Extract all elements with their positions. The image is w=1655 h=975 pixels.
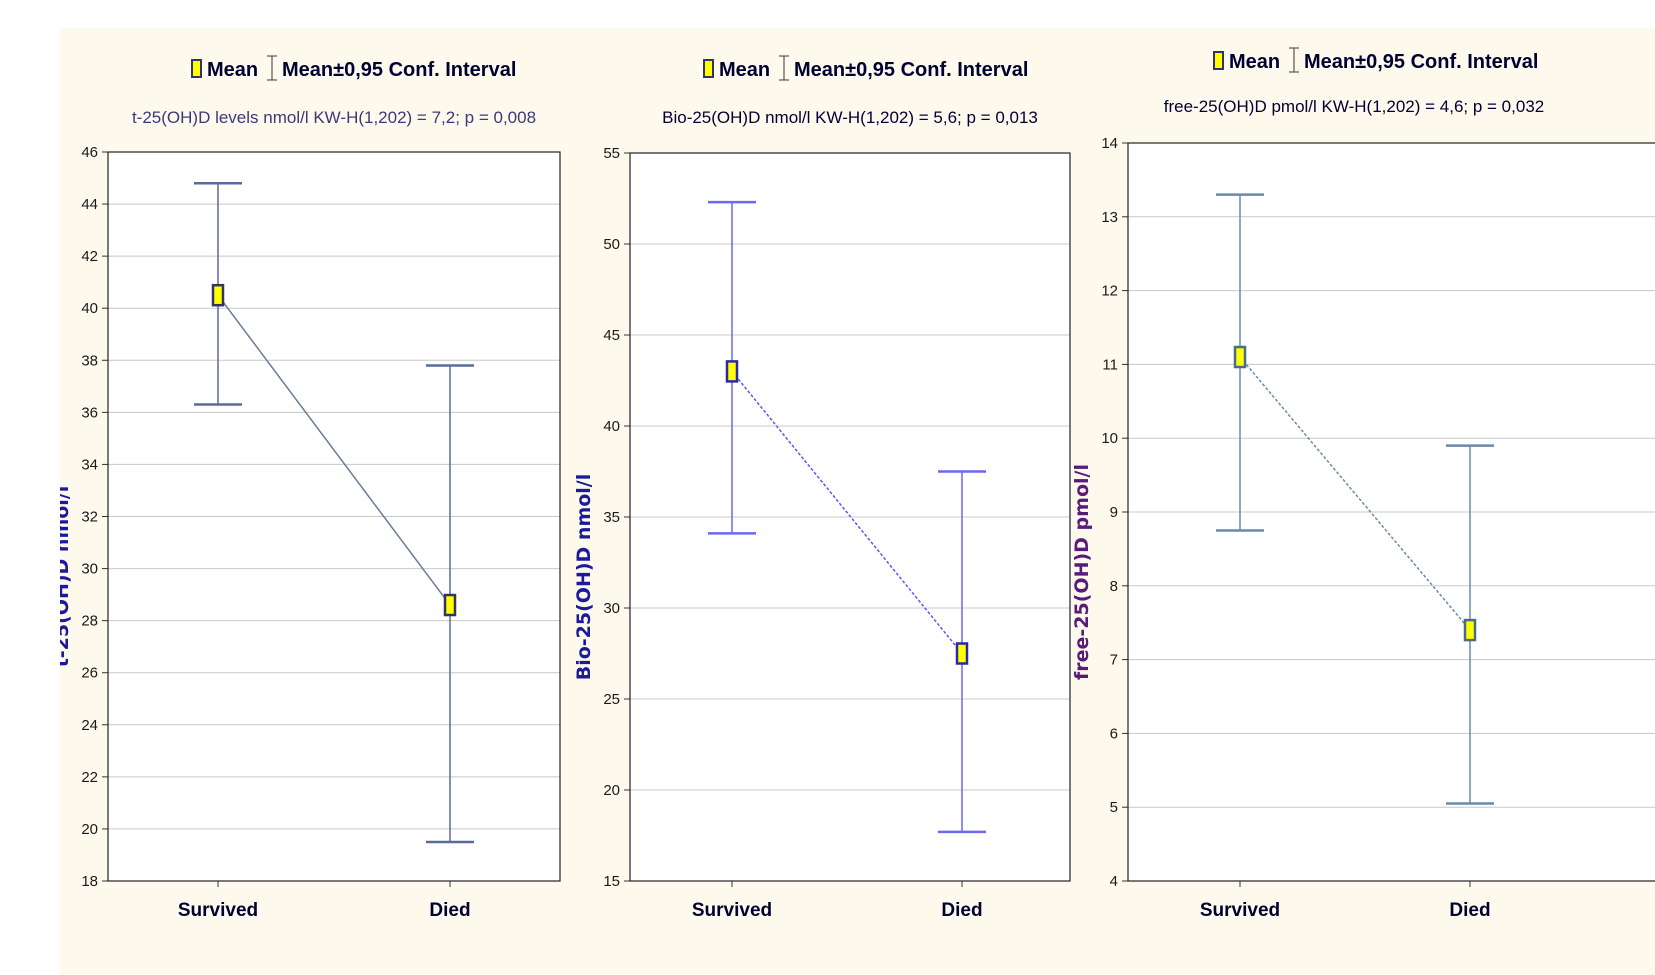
y-tick-label: 15 (603, 873, 620, 890)
chart-subtitle: Bio-25(OH)D nmol/l KW-H(1,202) = 5,6; p … (662, 108, 1038, 127)
y-tick-label: 25 (603, 691, 620, 708)
x-tick-label: Died (429, 900, 470, 921)
y-tick-label: 22 (81, 769, 98, 786)
y-tick-label: 44 (81, 196, 98, 213)
plot-frame (1127, 142, 1655, 882)
y-tick-label: 26 (81, 665, 98, 682)
x-tick-label: Died (941, 900, 982, 921)
mean-marker (1463, 618, 1477, 642)
y-tick-label: 46 (81, 144, 98, 161)
legend-ci-label: Mean±0,95 Conf. Interval (1304, 51, 1538, 73)
y-tick-label: 30 (81, 561, 98, 578)
legend-ci-label: Mean±0,95 Conf. Interval (282, 59, 516, 81)
mean-marker (955, 642, 969, 665)
y-tick-label: 18 (81, 873, 98, 890)
y-tick-label: 5 (1110, 799, 1118, 816)
legend-ci-label: Mean±0,95 Conf. Interval (794, 59, 1028, 81)
y-axis-label: free-25(OH)D pmol/l (1071, 464, 1093, 680)
x-tick-label: Died (1449, 900, 1490, 921)
y-tick-label: 20 (81, 821, 98, 838)
y-tick-label: 30 (603, 600, 620, 617)
y-tick-label: 4 (1110, 873, 1118, 890)
y-tick-label: 40 (603, 418, 620, 435)
y-tick-label: 38 (81, 352, 98, 369)
legend-mean-swatch (191, 59, 202, 78)
y-tick-label: 20 (603, 782, 620, 799)
y-tick-label: 55 (603, 145, 620, 162)
chart-subtitle: t-25(OH)D levels nmol/l KW-H(1,202) = 7,… (132, 108, 536, 127)
y-tick-label: 14 (1101, 135, 1118, 152)
y-tick-label: 42 (81, 248, 98, 265)
y-axis-label: Bio-25(OH)D nmol/l (573, 474, 595, 681)
y-tick-label: 35 (603, 509, 620, 526)
plot-frame (629, 152, 1071, 882)
chart-subtitle: free-25(OH)D pmol/l KW-H(1,202) = 4,6; p… (1164, 97, 1544, 116)
y-tick-label: 12 (1101, 283, 1118, 300)
y-tick-label: 40 (81, 300, 98, 317)
y-tick-label: 9 (1110, 504, 1118, 521)
chart-panel-2: 15 20 25 30 35 40 45 50 55 Survived Died Bio-25(OH)… (573, 55, 1071, 921)
legend-mean-label: Mean (1229, 51, 1280, 73)
y-tick-label: 36 (81, 404, 98, 421)
mean-marker (725, 360, 739, 383)
y-tick-label: 11 (1102, 356, 1118, 373)
x-tick-label: Survived (692, 900, 772, 921)
figure-panel: 18 20 22 24 26 28 30 32 34 36 38 40 42 44 46 Survived Di… (60, 28, 1655, 975)
mean-connector-line (217, 294, 451, 606)
mean-marker (211, 283, 225, 307)
legend-mean-label: Mean (207, 59, 258, 81)
y-tick-label: 45 (603, 327, 620, 344)
plot-frame (107, 151, 561, 882)
y-tick-label: 24 (81, 717, 98, 734)
mean-marker (1233, 345, 1247, 369)
y-tick-label: 28 (81, 613, 98, 630)
y-tick-label: 7 (1110, 652, 1118, 669)
legend-mean-swatch (703, 59, 714, 78)
mean-connector-line (1239, 356, 1471, 631)
y-tick-label: 6 (1110, 725, 1118, 742)
chart-panel-3: 4 5 6 7 8 9 10 11 12 13 14 Survived Died free-25(OH)D… (1071, 47, 1655, 921)
legend-mean-label: Mean (719, 59, 770, 81)
y-tick-label: 50 (603, 236, 620, 253)
y-tick-label: 10 (1101, 430, 1118, 447)
x-tick-label: Survived (178, 900, 258, 921)
chart-panel-1: 18 20 22 24 26 28 30 32 34 36 38 40 42 44 46 Survived Di… (60, 55, 561, 921)
legend-mean-swatch (1213, 51, 1224, 70)
y-tick-label: 13 (1101, 209, 1118, 226)
x-tick-label: Survived (1200, 900, 1280, 921)
y-tick-label: 32 (81, 509, 98, 526)
y-tick-label: 8 (1110, 578, 1118, 595)
mean-connector-line (731, 370, 963, 654)
y-tick-label: 34 (81, 456, 98, 473)
mean-marker (443, 593, 457, 617)
y-axis-label: t-25(OH)D nmol/l (60, 486, 73, 668)
